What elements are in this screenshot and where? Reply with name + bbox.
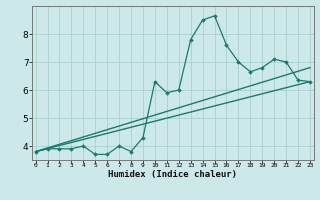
X-axis label: Humidex (Indice chaleur): Humidex (Indice chaleur) (108, 170, 237, 179)
